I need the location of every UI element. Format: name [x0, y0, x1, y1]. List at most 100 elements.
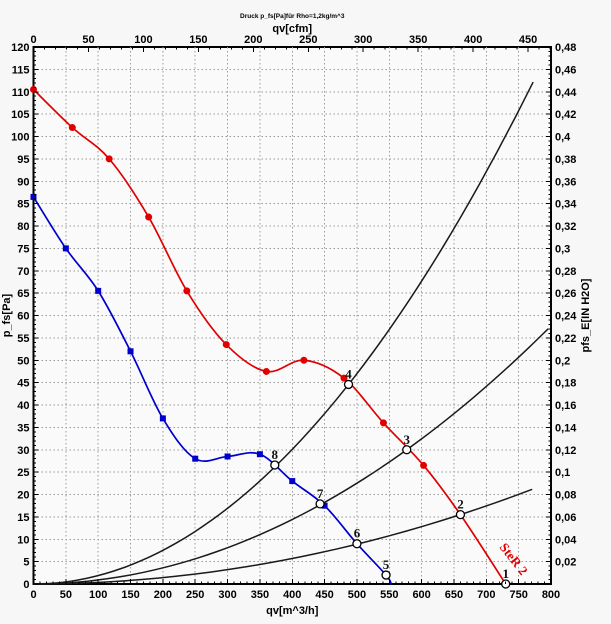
right-tick-label: 0,34 — [555, 199, 577, 211]
top-tick-label: 100 — [134, 34, 152, 46]
operating-point-label-5: 5 — [383, 557, 390, 572]
axis-ticks — [33, 46, 552, 585]
operating-point-5 — [381, 570, 391, 580]
right-tick-label: 0,22 — [555, 333, 576, 345]
fan-curve-step-2-marker — [68, 124, 76, 132]
left-tick-label: 60 — [17, 311, 29, 323]
left-tick-label: 5 — [23, 557, 29, 569]
right-tick-label: 0,2 — [555, 355, 570, 367]
top-tick-label: 450 — [519, 34, 537, 46]
fan-curve-step-2-marker — [300, 356, 308, 364]
top-tick-label: 50 — [82, 34, 94, 46]
top-tick-label: 200 — [244, 34, 262, 46]
bottom-tick-label: 0 — [30, 589, 36, 601]
right-tick-label: 0,12 — [555, 445, 576, 457]
bottom-tick-label: 800 — [542, 589, 560, 601]
operating-point-3 — [402, 445, 412, 455]
operating-point-label-3: 3 — [403, 432, 410, 447]
left-tick-label: 25 — [17, 467, 29, 479]
left-tick-label: 55 — [17, 333, 29, 345]
operating-point-label-7: 7 — [317, 486, 324, 501]
left-tick-label: 30 — [17, 445, 29, 457]
fan-curve-step-2-marker — [262, 367, 270, 375]
system-curve-low-line — [32, 488, 533, 585]
bottom-tick-label: 550 — [380, 589, 398, 601]
left-tick-label: 120 — [11, 42, 29, 54]
system-curve-mid — [32, 328, 549, 585]
tick-labels: 1201151101051009590858075706560555045403… — [11, 34, 577, 601]
fan-curve-step-2-marker — [145, 213, 153, 221]
left-tick-label: 0 — [23, 579, 29, 591]
right-tick-label: 0,46 — [555, 64, 576, 76]
system-curve-high — [32, 81, 534, 585]
operating-points: 1 2 3 4 5 6 7 8 — [270, 366, 511, 589]
right-tick-label: 0,26 — [555, 288, 576, 300]
left-tick-label: 80 — [17, 221, 29, 233]
fan-curve-step-1-marker — [127, 348, 134, 355]
right-tick-label: 0,42 — [555, 109, 576, 121]
left-axis-title: p_fs[Pa] — [1, 293, 13, 337]
bottom-axis-title: qv[m^3/h] — [266, 605, 319, 617]
right-tick-label: 0,4 — [555, 132, 571, 144]
fan-curve-step-2-marker — [340, 374, 348, 382]
system-curve-high-line — [32, 81, 534, 585]
right-tick-label: 0,04 — [555, 534, 577, 546]
operating-point-label-6: 6 — [354, 526, 361, 541]
fan-curve-step-1-marker — [256, 451, 263, 458]
system-curve-low — [32, 488, 533, 585]
fan-curve-step-1-marker — [159, 415, 166, 422]
fan-curve-step-1-marker — [224, 453, 231, 460]
bottom-tick-label: 300 — [218, 589, 236, 601]
fan-curve-step-1-marker — [289, 478, 296, 485]
right-tick-label: 0,48 — [555, 42, 576, 54]
right-tick-label: 0,16 — [555, 400, 576, 412]
fan-curve-step-1-marker — [62, 245, 69, 252]
top-tick-label: 300 — [354, 34, 372, 46]
right-axis-title: pfs_E[IN H2O] — [580, 278, 592, 352]
bottom-tick-label: 200 — [154, 589, 172, 601]
bottom-tick-label: 400 — [283, 589, 301, 601]
chart-title: Druck p_fs[Pa]für Rho=1,2kg/m^3 — [240, 12, 345, 20]
top-tick-label: 350 — [409, 34, 427, 46]
fan-curve-step-1-marker — [30, 193, 37, 200]
operating-point-8 — [270, 460, 280, 470]
left-tick-label: 100 — [11, 132, 29, 144]
top-axis-title: qv[cfm] — [272, 23, 312, 35]
right-tick-label: 0,44 — [555, 87, 577, 99]
bottom-tick-label: 500 — [348, 589, 366, 601]
right-tick-label: 0,3 — [555, 243, 570, 255]
bottom-tick-label: 700 — [477, 589, 495, 601]
right-tick-label: 0,1 — [555, 467, 570, 479]
operating-point-2 — [455, 509, 466, 520]
top-tick-label: 250 — [299, 34, 317, 46]
operating-point-label-1: 1 — [502, 566, 509, 581]
grid — [33, 47, 551, 584]
fan-curve-step-2-marker — [420, 461, 428, 469]
bottom-tick-label: 100 — [89, 589, 107, 601]
right-tick-label: 0,32 — [555, 221, 576, 233]
fan-curve-step-1-marker — [192, 455, 199, 462]
left-tick-label: 70 — [17, 266, 29, 278]
fan-curve-step-2-marker — [105, 155, 113, 163]
fan-curve-step-2-marker — [222, 341, 230, 349]
left-tick-label: 110 — [12, 87, 30, 99]
left-tick-label: 105 — [11, 109, 29, 121]
fan-curve-step-1-marker — [95, 287, 102, 294]
operating-point-6 — [352, 539, 362, 549]
right-tick-label: 0,06 — [555, 512, 576, 524]
system-curve-mid-line — [32, 328, 549, 585]
fan-curve-step-2 — [30, 86, 507, 585]
bottom-tick-label: 600 — [412, 589, 430, 601]
operating-point-4 — [343, 379, 354, 390]
right-tick-label: 0,24 — [555, 311, 577, 323]
right-tick-label: 0,36 — [555, 176, 576, 188]
left-tick-label: 85 — [17, 199, 29, 211]
bottom-tick-label: 450 — [315, 589, 333, 601]
fan-curve-step-1-marker — [321, 502, 328, 509]
operating-point-label-4: 4 — [345, 366, 352, 381]
fan-curve-step-2-marker — [379, 419, 387, 427]
bottom-tick-label: 150 — [121, 589, 139, 601]
bottom-tick-label: 50 — [60, 589, 72, 601]
